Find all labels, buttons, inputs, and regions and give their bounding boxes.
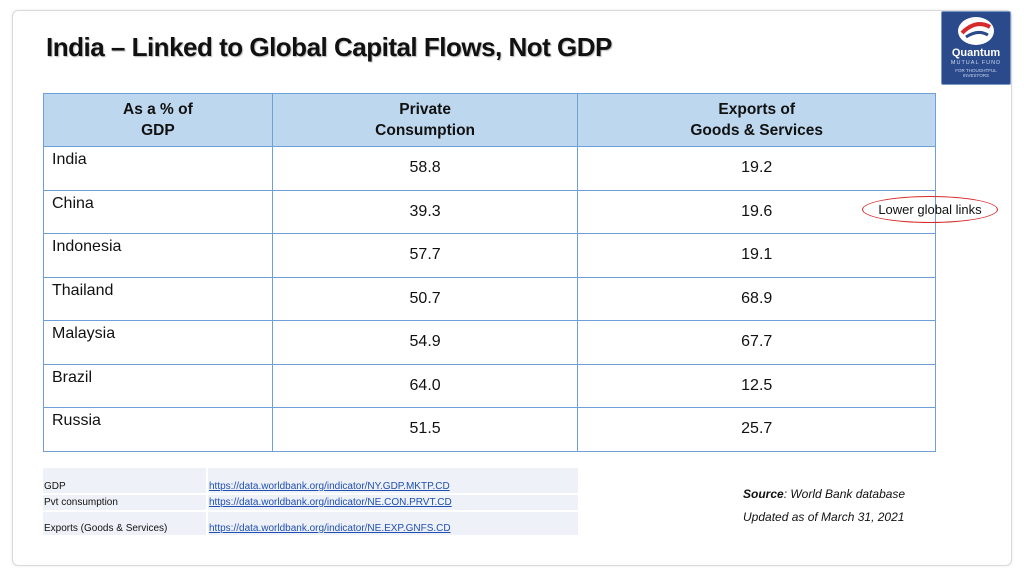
quantum-logo: Quantum MUTUAL FUND FOR THOUGHTFUL INVES… — [941, 11, 1011, 85]
link-label: Pvt consumption — [43, 494, 208, 512]
logo-brand: Quantum — [951, 47, 1001, 59]
source-note: Source: World Bank database Updated as o… — [743, 483, 905, 529]
header-line: GDP — [141, 122, 175, 139]
private-consumption-cell: 58.8 — [271, 146, 579, 191]
gdp-comparison-table: As a % of GDP Private Consumption Export… — [43, 93, 936, 452]
table-row: Indonesia 57.7 19.1 — [43, 233, 936, 278]
country-cell: Malaysia — [43, 320, 273, 365]
private-consumption-cell: 39.3 — [271, 189, 579, 234]
link-label: GDP — [43, 468, 208, 495]
link-row-pvt-consumption: Pvt consumption https://data.worldbank.o… — [43, 494, 578, 512]
exports-cell: 68.9 — [577, 276, 936, 321]
source-links-table: GDP https://data.worldbank.org/indicator… — [43, 468, 578, 537]
table-header-row: As a % of GDP Private Consumption Export… — [43, 93, 936, 147]
header-line: As a % of — [123, 101, 193, 118]
private-consumption-cell: 57.7 — [271, 233, 579, 278]
header-cell-metric: As a % of GDP — [43, 93, 273, 147]
header-line: Goods & Services — [690, 122, 824, 139]
header-cell-private-consumption: Private Consumption — [271, 93, 579, 147]
header-cell-exports: Exports of Goods & Services — [577, 93, 936, 147]
header-line: Exports of — [718, 101, 796, 118]
private-consumption-cell: 64.0 — [271, 363, 579, 408]
updated-date: Updated as of March 31, 2021 — [743, 510, 905, 524]
source-line: Source: World Bank database — [743, 483, 905, 506]
pvt-consumption-source-link[interactable]: https://data.worldbank.org/indicator/NE.… — [207, 494, 578, 512]
country-cell: Thailand — [43, 276, 273, 321]
exports-cell: 67.7 — [577, 320, 936, 365]
source-text: : World Bank database — [783, 487, 906, 501]
table-row: China 39.3 19.6 — [43, 189, 936, 234]
table-row: Brazil 64.0 12.5 — [43, 363, 936, 408]
logo-tagline: FOR THOUGHTFUL INVESTORS — [955, 68, 997, 78]
country-cell: India — [43, 146, 273, 191]
exports-source-link[interactable]: https://data.worldbank.org/indicator/NE.… — [207, 511, 578, 537]
table-row: Malaysia 54.9 67.7 — [43, 320, 936, 365]
slide-title: India – Linked to Global Capital Flows, … — [46, 32, 612, 62]
table-row: India 58.8 19.2 — [43, 146, 936, 191]
country-cell: Indonesia — [43, 233, 273, 278]
exports-cell: 19.1 — [577, 233, 936, 278]
logo-subtitle: MUTUAL FUND — [950, 60, 1002, 66]
private-consumption-cell: 54.9 — [271, 320, 579, 365]
exports-cell: 25.7 — [577, 407, 936, 452]
lower-global-links-callout: Lower global links — [862, 196, 998, 223]
private-consumption-cell: 50.7 — [271, 276, 579, 321]
country-cell: Brazil — [43, 363, 273, 408]
logo-emblem-icon — [958, 17, 994, 45]
country-cell: China — [43, 189, 273, 234]
exports-cell: 19.2 — [577, 146, 936, 191]
header-line: Consumption — [375, 122, 476, 139]
source-label: Source — [743, 487, 784, 501]
link-row-gdp: GDP https://data.worldbank.org/indicator… — [43, 468, 578, 495]
link-label: Exports (Goods & Services) — [43, 511, 208, 537]
header-line: Private — [399, 101, 451, 118]
table-row: Thailand 50.7 68.9 — [43, 276, 936, 321]
gdp-source-link[interactable]: https://data.worldbank.org/indicator/NY.… — [207, 468, 578, 495]
table-row: Russia 51.5 25.7 — [43, 407, 936, 452]
country-cell: Russia — [43, 407, 273, 452]
exports-cell: 12.5 — [577, 363, 936, 408]
link-row-exports: Exports (Goods & Services) https://data.… — [43, 511, 578, 537]
private-consumption-cell: 51.5 — [271, 407, 579, 452]
